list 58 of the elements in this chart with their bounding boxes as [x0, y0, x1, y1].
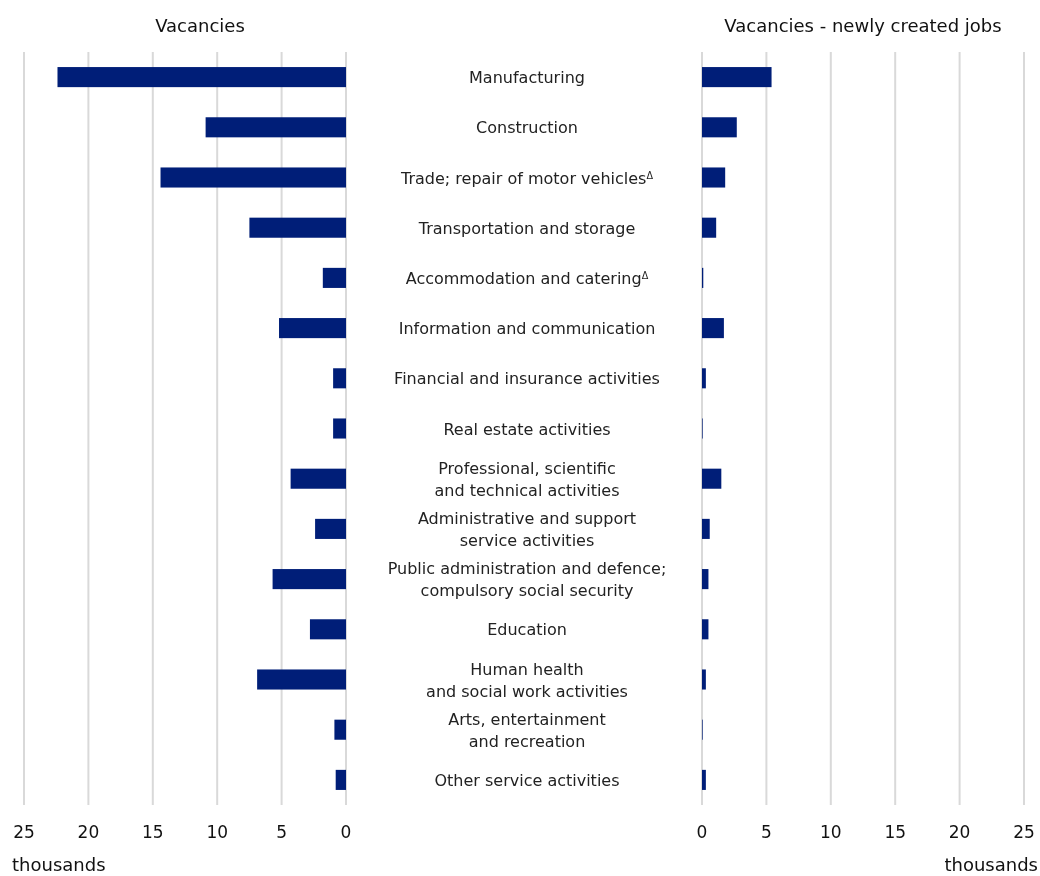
y-tick-label: Real estate activities	[443, 419, 611, 439]
bar	[257, 669, 346, 690]
y-tick-label: Information and communication	[398, 319, 656, 339]
bar	[279, 318, 346, 339]
x-tick-label: 10	[206, 822, 229, 842]
y-tick-label: Transportation and storage	[417, 218, 636, 238]
x-tick-label: 25	[1013, 822, 1035, 842]
bar	[315, 518, 346, 539]
y-tick-label: Professional, scientific and technical activities	[434, 458, 620, 500]
bar	[335, 769, 346, 790]
y-tick-label: Education	[487, 620, 567, 640]
bar	[702, 569, 709, 590]
bar	[702, 769, 706, 790]
y-tick-label: Human health and social work activities	[426, 659, 628, 701]
x-axis-title: thousands	[944, 854, 1038, 875]
bar	[290, 468, 346, 489]
bar	[333, 368, 346, 389]
bar	[702, 318, 724, 339]
bar	[333, 418, 346, 439]
bar	[205, 117, 346, 138]
x-tick-label: 0	[696, 822, 708, 842]
bar	[702, 518, 710, 539]
bar	[702, 117, 737, 138]
chart-title: Vacancies - newly created jobs	[724, 15, 1002, 36]
x-tick-label: 15	[884, 822, 907, 842]
x-tick-label: 10	[819, 822, 842, 842]
bar	[249, 217, 346, 238]
y-tick-label: Other service activities	[434, 770, 620, 790]
bar	[322, 267, 346, 288]
x-tick-label: 20	[77, 822, 100, 842]
bar	[57, 67, 346, 88]
bar	[272, 569, 346, 590]
x-tick-label: 5	[760, 822, 772, 842]
y-tick-label: Financial and insurance activities	[394, 369, 660, 389]
y-tick-label: Accommodation and catering$^{Δ}$	[405, 268, 649, 288]
x-tick-label: 5	[276, 822, 288, 842]
x-tick-label: 20	[948, 822, 971, 842]
bar	[160, 167, 346, 188]
x-tick-label: 0	[340, 822, 352, 842]
bar	[334, 719, 346, 740]
y-tick-label: Trade; repair of motor vehicles$^{Δ}$	[400, 168, 654, 188]
y-tick-label: Manufacturing	[469, 68, 585, 88]
x-tick-label: 15	[141, 822, 164, 842]
bar	[702, 217, 717, 238]
y-tick-label: Administrative and support service activities	[417, 508, 637, 550]
bar	[309, 619, 346, 640]
x-tick-label: 25	[13, 822, 35, 842]
bar	[702, 669, 706, 690]
chart-title: Vacancies	[155, 15, 245, 36]
x-axis-title: thousands	[12, 854, 106, 875]
bar	[702, 619, 709, 640]
bar	[702, 368, 706, 389]
y-tick-label: Public administration and defence; compulsory social security	[387, 559, 667, 601]
y-tick-label: Construction	[476, 118, 578, 138]
bar	[702, 468, 722, 489]
bar	[702, 67, 772, 88]
bar	[702, 167, 726, 188]
y-tick-label: Arts, entertainment and recreation	[448, 709, 606, 751]
